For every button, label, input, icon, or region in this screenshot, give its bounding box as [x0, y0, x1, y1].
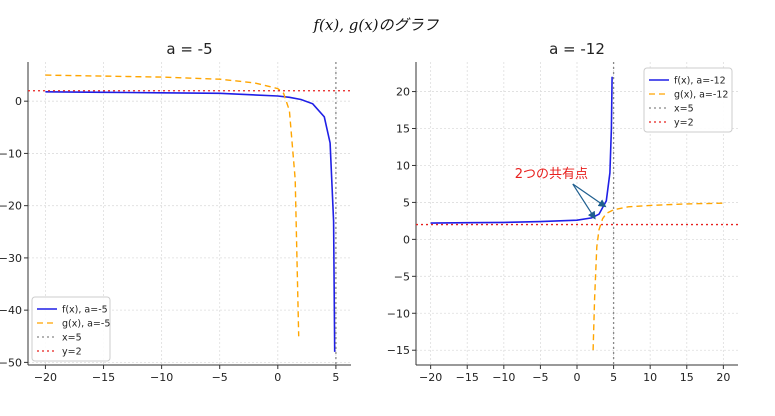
x-tick-label: 0 [274, 371, 281, 384]
x-tick-label: −20 [419, 371, 442, 384]
legend-box [31, 296, 111, 362]
y-tick-label: 15 [396, 123, 410, 136]
series-line [45, 91, 336, 352]
y-tick-label: −10 [0, 147, 22, 160]
legend-box [643, 67, 733, 133]
chart-title: a = -12 [549, 40, 605, 58]
legend-label: g(x), a=-12 [674, 90, 728, 101]
series-group [28, 62, 351, 365]
chart-title: a = -5 [166, 40, 212, 58]
annotation-arrow [572, 183, 607, 208]
legend-label: f(x), a=-12 [674, 76, 726, 87]
legend-label: x=5 [674, 104, 694, 115]
y-tick-label: −15 [387, 344, 410, 357]
legend-label: g(x), a=-5 [62, 319, 110, 330]
y-tick-label: −10 [387, 307, 410, 320]
y-tick-label: 0 [403, 233, 410, 246]
y-tick-label: 0 [15, 95, 22, 108]
x-tick-label: −15 [456, 371, 479, 384]
y-tick-label: −5 [394, 270, 410, 283]
x-tick-label: 0 [574, 371, 581, 384]
chart-panel-a-neg5: a = -5−20 −15 −10 −5 0 5−50−40−30−20−100f(x),… [0, 40, 351, 384]
legend-label: y=2 [62, 347, 82, 358]
legend: f(x), a=-12 g(x), a=-12 x=5 y=2 [643, 67, 733, 133]
y-tick-label: 20 [396, 86, 410, 99]
annotation-text: 2つの共有点 [515, 167, 588, 182]
chart-panel-a-neg12: a = -12 −20 −15 −10 −5 0 5 10 15 20 −15 −10 −5 0 5 10 15… [387, 40, 738, 384]
x-tick-label: 5 [332, 371, 339, 384]
figure-title: f(x), g(x)のグラフ [312, 16, 439, 34]
x-tick-label: −15 [92, 371, 115, 384]
x-tick-label: 15 [680, 371, 694, 384]
y-tick-label: −40 [0, 304, 22, 317]
legend-label: x=5 [62, 333, 82, 344]
y-tick-label: −50 [0, 356, 22, 369]
x-tick-label: 10 [643, 371, 657, 384]
legend: f(x), a=-5 g(x), a=-5 x=5 y=2 [31, 296, 111, 362]
x-tick-label: −10 [150, 371, 173, 384]
legend-label: f(x), a=-5 [62, 305, 108, 316]
y-tick-label: 5 [403, 196, 410, 209]
x-tick-label: −5 [532, 371, 548, 384]
series-line [45, 74, 300, 337]
legend-label: y=2 [674, 118, 694, 129]
x-tick-label: 5 [610, 371, 617, 384]
y-tick-label: 10 [396, 159, 410, 172]
x-tick-label: 20 [716, 371, 730, 384]
x-tick-label: −10 [492, 371, 515, 384]
annotation-arrow [572, 183, 596, 220]
x-tick-label: −5 [212, 371, 228, 384]
y-tick-label: −20 [0, 200, 22, 213]
y-tick-label: −30 [0, 252, 22, 265]
series-line [430, 76, 613, 224]
x-tick-label: −20 [34, 371, 57, 384]
